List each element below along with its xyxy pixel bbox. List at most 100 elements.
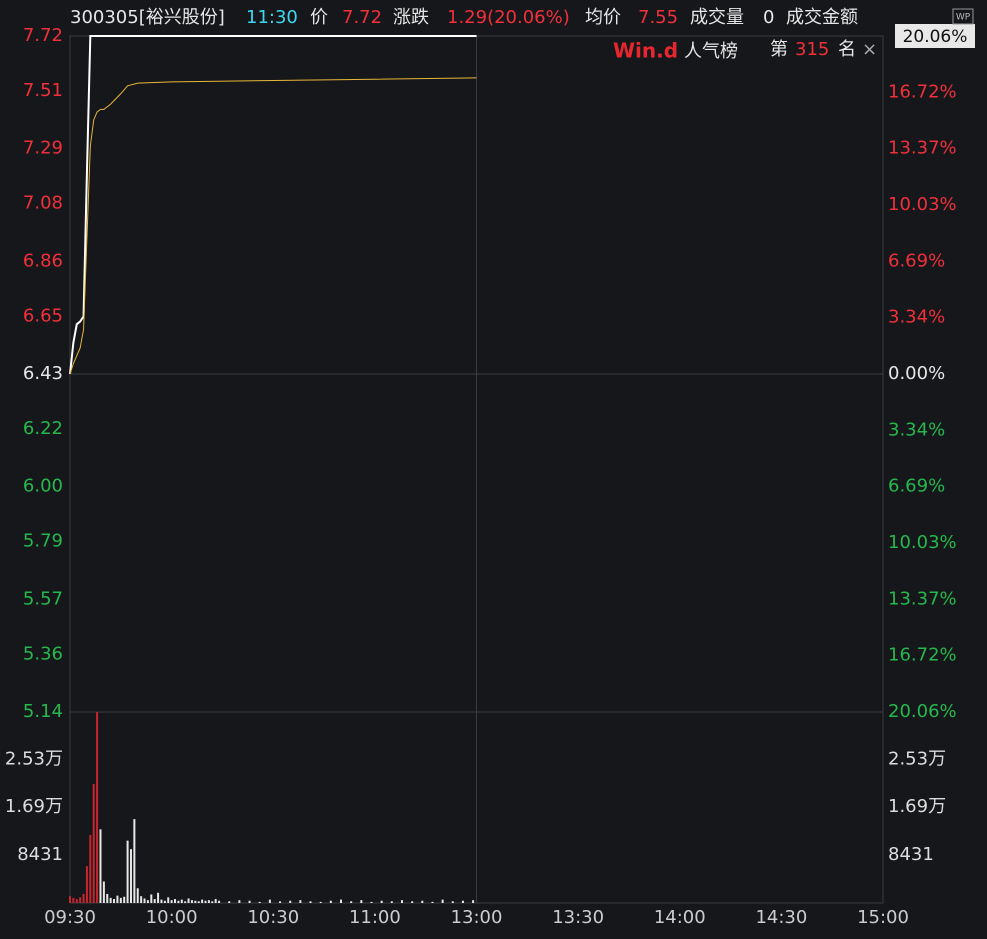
price-label: 价: [310, 7, 328, 28]
icon-box[interactable]: [952, 8, 974, 25]
volume-bar: [82, 893, 85, 903]
price-line: [69, 35, 477, 375]
volume-bar: [289, 900, 292, 903]
rank-suffix: 名: [838, 39, 856, 60]
volume-bar: [194, 900, 197, 903]
volume: 0: [763, 7, 774, 28]
y2-tick-label: 10.03%: [888, 194, 957, 215]
volume-bar: [72, 897, 75, 903]
volume-bar: [238, 900, 241, 903]
y2-tick-label: 2.53万: [888, 749, 946, 770]
volume-bar: [75, 899, 78, 903]
volume-bar: [451, 901, 454, 903]
x-tick-label: 14:00: [654, 907, 706, 928]
price-line: [69, 77, 477, 375]
price: 7.72: [342, 7, 382, 28]
y-tick-label: 5.14: [23, 701, 63, 722]
volume-bar: [113, 899, 116, 903]
y2-tick-label: 3.34%: [888, 307, 945, 328]
y2-tick-label: 3.34%: [888, 419, 945, 440]
y2-tick-label: 10.03%: [888, 532, 957, 553]
volume-bar: [248, 900, 251, 903]
close-button[interactable]: ×: [862, 39, 877, 60]
volume-bar: [329, 900, 332, 903]
y2-tick-label: 20.06%: [888, 701, 957, 722]
volume-bar: [214, 899, 217, 903]
brand: Win.d: [613, 39, 678, 63]
y-tick-label: 7.72: [23, 25, 63, 46]
volume-bar: [136, 888, 139, 903]
volume-bar: [163, 900, 166, 903]
volume-bar: [411, 901, 414, 903]
y-tick-label: 1.69万: [5, 796, 63, 817]
y2-tick-label: 1.69万: [888, 796, 946, 817]
volume-bar: [187, 898, 190, 903]
y2-tick-label: 6.69%: [888, 250, 945, 271]
volume-bar: [157, 892, 160, 903]
change: 1.29(20.06%): [447, 7, 570, 28]
volume-bar: [190, 900, 193, 903]
change-label: 涨跌: [393, 7, 429, 28]
volume-bar: [258, 901, 261, 903]
volume-bar: [143, 898, 146, 903]
volume-bar: [472, 900, 475, 903]
time: 11:30: [246, 7, 298, 28]
rank: 315: [795, 39, 829, 60]
avg-label: 均价: [585, 7, 621, 28]
volume-bar: [360, 900, 363, 903]
y-tick-label: 5.79: [23, 531, 63, 552]
volume-bar: [126, 840, 129, 903]
volume-bar: [184, 901, 187, 903]
volume-bar: [197, 901, 200, 903]
y2-tick-label: 8431: [888, 844, 934, 865]
volume-bar: [79, 897, 82, 903]
volume-bar: [69, 896, 71, 903]
x-tick-label: 10:00: [146, 907, 198, 928]
volume-bar: [340, 899, 342, 903]
x-tick-label: 15:00: [857, 907, 909, 928]
y-tick-label: 6.86: [23, 250, 63, 271]
volume-bar: [380, 900, 383, 903]
volume-bar: [174, 899, 177, 903]
volume-bar: [211, 901, 214, 903]
volume-bar: [207, 900, 210, 903]
x-tick-label: 10:30: [247, 907, 299, 928]
y-tick-label: 8431: [17, 844, 63, 865]
volume-bar: [370, 901, 373, 903]
y-tick-label: 6.22: [23, 418, 63, 439]
y-tick-label: 7.51: [23, 80, 63, 101]
volume-bar: [309, 901, 312, 903]
volume-bar: [350, 901, 353, 903]
avg: 7.55: [638, 7, 678, 28]
volume-bar: [299, 900, 302, 903]
volume-bar: [180, 899, 183, 903]
volume-bar: [119, 897, 122, 903]
icon[interactable]: WP: [956, 13, 971, 23]
y-tick-label: 6.00: [23, 476, 63, 497]
volume-bar: [129, 849, 132, 903]
volume-bar: [228, 901, 231, 903]
volume-bar: [102, 881, 105, 903]
badge: 20.06%: [903, 27, 968, 47]
volume-bar: [123, 896, 126, 903]
y-tick-label: 6.65: [23, 305, 63, 326]
volume-bar: [109, 897, 112, 903]
y2-tick-label: 13.37%: [888, 138, 957, 159]
y2-tick-label: 16.72%: [888, 81, 957, 102]
volume-bar: [421, 900, 424, 903]
volume-bar: [92, 783, 95, 903]
volume-bar: [85, 866, 88, 903]
volume-bar: [461, 900, 464, 903]
x-tick-label: 14:30: [755, 907, 807, 928]
x-tick-label: 11:00: [349, 907, 401, 928]
y-tick-label: 7.29: [23, 138, 63, 159]
volume-bar: [170, 900, 173, 903]
volume-bar: [160, 899, 163, 903]
x-tick-label: 13:30: [552, 907, 604, 928]
volume-bar: [146, 900, 149, 903]
volume-bar: [133, 819, 136, 903]
ranking-title: 人气榜: [684, 41, 738, 62]
volume-bar: [441, 899, 444, 903]
volume-bar: [140, 896, 143, 903]
